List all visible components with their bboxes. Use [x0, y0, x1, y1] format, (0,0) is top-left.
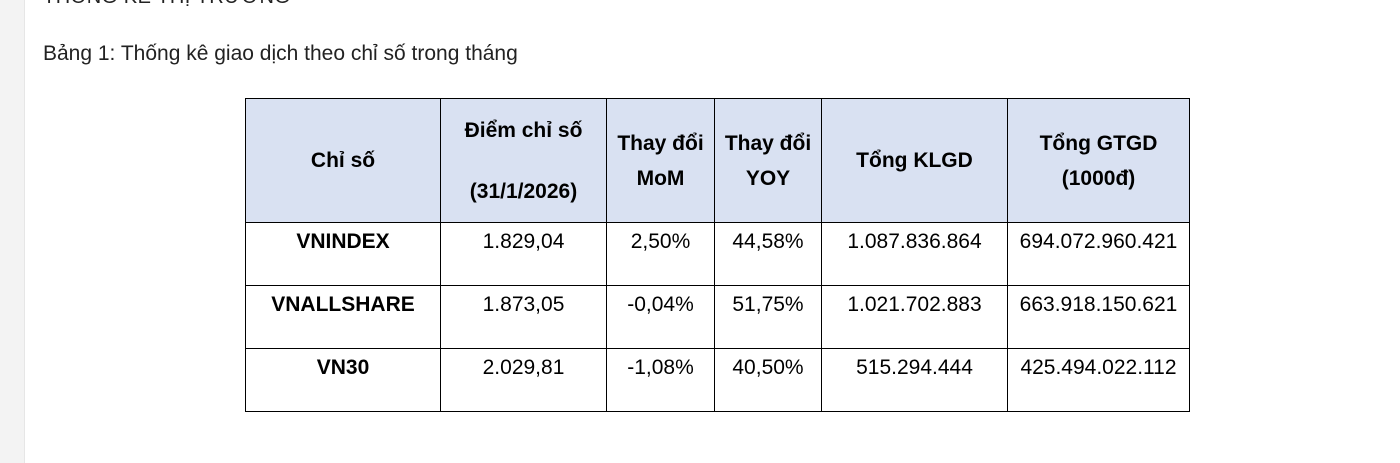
cell-points: 1.829,04	[440, 222, 607, 286]
cell-value: 663.918.150.621	[1007, 285, 1190, 349]
table-caption: Bảng 1: Thống kê giao dịch theo chỉ số t…	[43, 42, 518, 65]
cell-index-name: VNALLSHARE	[245, 285, 441, 349]
header-points-line2: (31/1/2026)	[469, 179, 578, 203]
table-row: VN30 2.029,81 -1,08% 40,50% 515.294.444 …	[245, 348, 1190, 412]
cell-volume: 1.021.702.883	[821, 285, 1008, 349]
table-row: VNALLSHARE 1.873,05 -0,04% 51,75% 1.021.…	[245, 285, 1190, 349]
header-value-line1: Tổng GTGD	[1039, 131, 1158, 155]
header-mom: Thay đổi MoM	[606, 98, 715, 223]
cell-mom: -0,04%	[606, 285, 715, 349]
header-mom-line2: MoM	[636, 166, 685, 190]
cell-points: 1.873,05	[440, 285, 607, 349]
section-heading: THỐNG KÊ THỊ TRƯỜNG	[43, 0, 290, 9]
cell-yoy: 44,58%	[714, 222, 822, 286]
header-yoy-line2: YOY	[745, 166, 791, 190]
header-yoy: Thay đổi YOY	[714, 98, 822, 223]
cell-yoy: 51,75%	[714, 285, 822, 349]
index-statistics-table: Chỉ số Điểm chỉ số (31/1/2026) Thay đổi …	[245, 98, 1190, 412]
cell-points: 2.029,81	[440, 348, 607, 412]
document-page: THỐNG KÊ THỊ TRƯỜNG Bảng 1: Thống kê gia…	[24, 0, 1400, 463]
header-volume-label: Tổng KLGD	[856, 149, 973, 172]
cell-value: 425.494.022.112	[1007, 348, 1190, 412]
cell-index-name: VN30	[245, 348, 441, 412]
table-row: VNINDEX 1.829,04 2,50% 44,58% 1.087.836.…	[245, 222, 1190, 286]
header-volume: Tổng KLGD	[821, 98, 1008, 223]
cell-value: 694.072.960.421	[1007, 222, 1190, 286]
header-points-line1: Điểm chỉ số	[464, 118, 583, 142]
header-mom-line1: Thay đổi	[617, 131, 704, 155]
header-value-line2: (1000đ)	[1061, 166, 1136, 190]
cell-mom: -1,08%	[606, 348, 715, 412]
header-index: Chỉ số	[245, 98, 441, 223]
cell-yoy: 40,50%	[714, 348, 822, 412]
cell-mom: 2,50%	[606, 222, 715, 286]
header-index-label: Chỉ số	[310, 149, 376, 172]
header-yoy-line1: Thay đổi	[724, 131, 812, 155]
header-value: Tổng GTGD (1000đ)	[1007, 98, 1190, 223]
cell-volume: 515.294.444	[821, 348, 1008, 412]
cell-volume: 1.087.836.864	[821, 222, 1008, 286]
header-points: Điểm chỉ số (31/1/2026)	[440, 98, 607, 223]
cell-index-name: VNINDEX	[245, 222, 441, 286]
table-header-row: Chỉ số Điểm chỉ số (31/1/2026) Thay đổi …	[245, 98, 1190, 223]
